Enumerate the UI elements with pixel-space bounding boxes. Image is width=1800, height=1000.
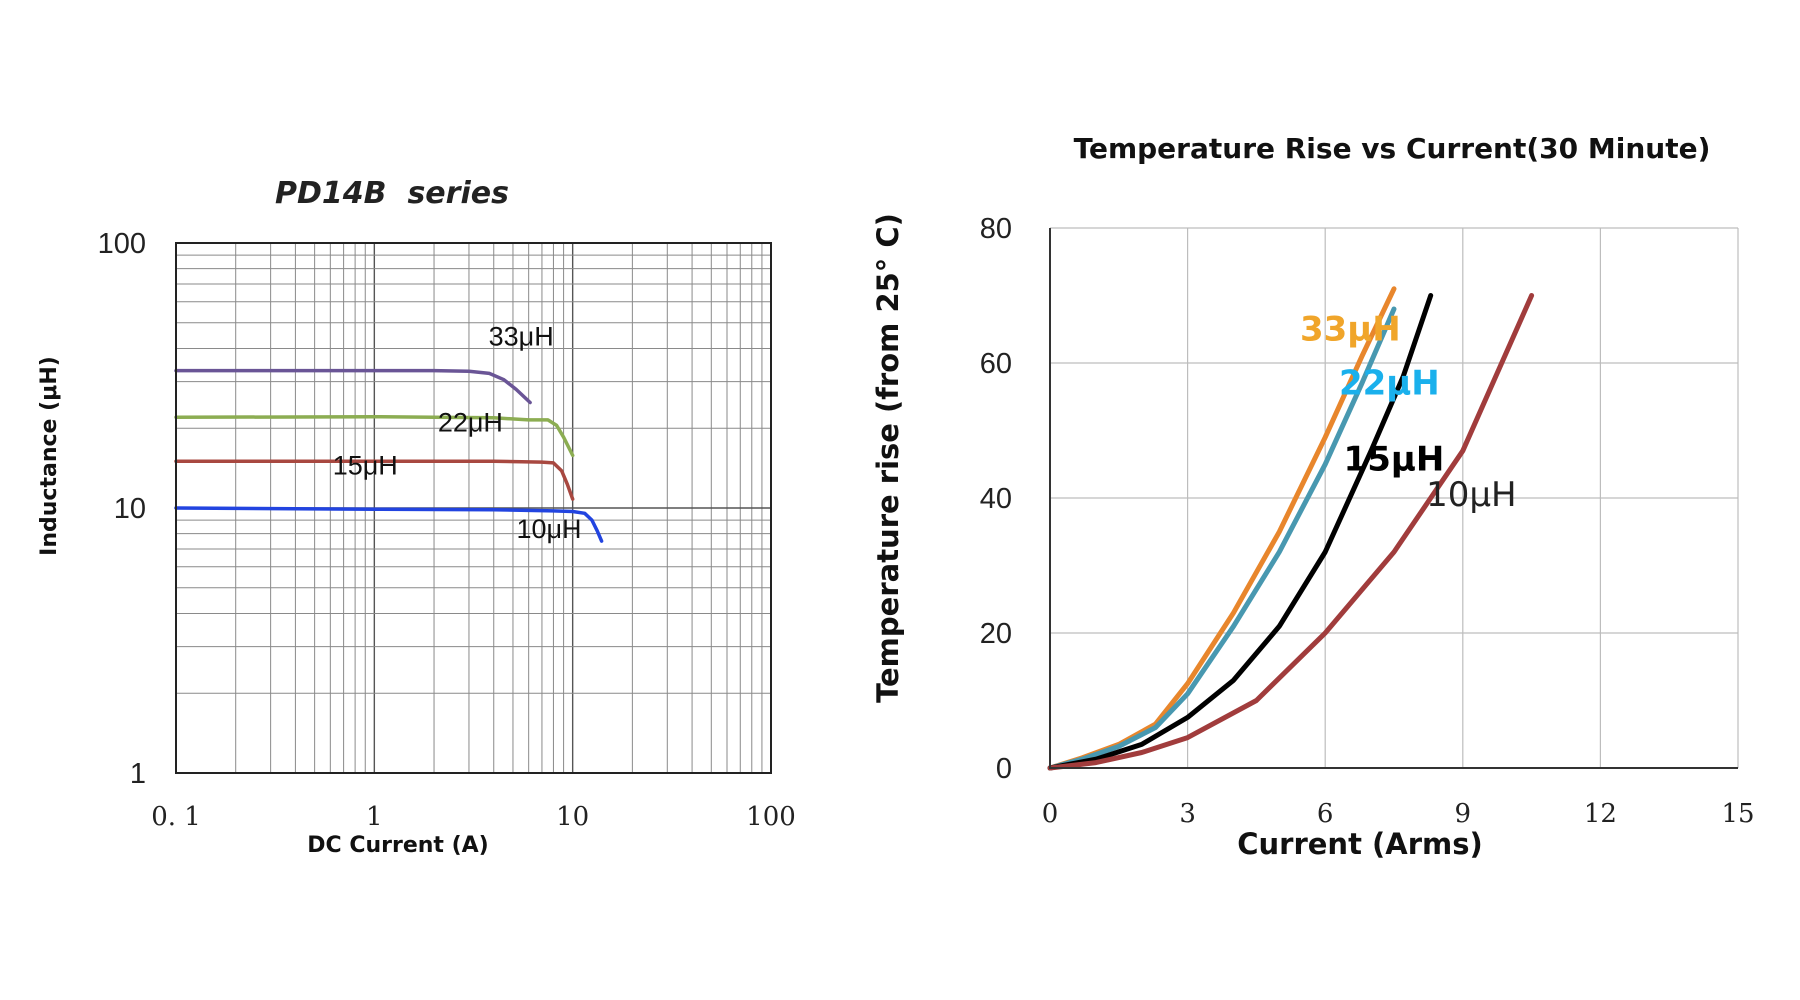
temperature-annotation-33-h: 33μH	[1300, 310, 1401, 350]
temperature-x-ticks: 0 3 6 9 12 15	[1042, 799, 1755, 829]
inductance-annotation-33-h: 33μH	[489, 322, 554, 352]
temperature-annotation-10-h: 10μH	[1426, 475, 1516, 515]
inductance-series-33-h	[174, 368, 532, 405]
temperature-series-10-h	[1047, 293, 1535, 771]
temperature-y-tick-label: 40	[980, 483, 1012, 515]
inductance-plot-frame	[175, 242, 772, 774]
inductance-series-10-h	[174, 506, 604, 543]
inductance-series-15-h	[174, 459, 575, 501]
inductance-y-axis-label: Inductance (μH)	[37, 356, 62, 556]
inductance-y-ticks: 1 10 100	[98, 228, 146, 790]
temperature-x-tick-label: 6	[1317, 799, 1334, 829]
temperature-y-axis-label: Temperature rise (from 25° C)	[871, 213, 905, 703]
temperature-annotation-15-h: 15μH	[1344, 439, 1445, 479]
temperature-axes-lines	[1049, 228, 1738, 769]
inductance-x-tick-label: 10	[556, 802, 589, 832]
inductance-y-tick-label: 10	[114, 493, 146, 525]
temperature-series-22-h	[1047, 306, 1397, 771]
inductance-annotation-22-h: 22μH	[438, 408, 503, 438]
inductance-annotation-15-h: 15μH	[333, 450, 398, 480]
inductance-chart-title: PD14B series	[275, 176, 509, 211]
temperature-series-33-h	[1047, 286, 1397, 771]
inductance-y-tick-label: 1	[130, 758, 146, 790]
temperature-y-tick-label: 80	[980, 213, 1012, 245]
temperature-grid	[1050, 227, 1739, 768]
inductance-x-ticks: 0. 1 1 10 100	[151, 802, 796, 832]
inductance-series-group	[174, 368, 604, 543]
temperature-x-tick-label: 15	[1721, 799, 1754, 829]
temperature-y-tick-label: 20	[980, 618, 1012, 650]
temperature-series-15-h	[1047, 293, 1434, 771]
temperature-chart: Temperature Rise vs Current(30 Minute) 0…	[871, 132, 1755, 861]
temperature-chart-title: Temperature Rise vs Current(30 Minute)	[1074, 132, 1711, 165]
inductance-y-tick-label: 100	[98, 228, 146, 260]
inductance-annotations: 33μH 22μH 15μH 10μH	[333, 322, 582, 544]
inductance-annotation-10-h: 10μH	[516, 514, 581, 544]
temperature-x-tick-label: 9	[1455, 799, 1472, 829]
temperature-annotation-22-h: 22μH	[1339, 364, 1440, 404]
inductance-x-tick-label: 1	[366, 802, 383, 832]
temperature-y-ticks: 0 20 40 60 80	[980, 213, 1012, 785]
inductance-series-22-h	[174, 414, 575, 458]
inductance-grid	[176, 243, 771, 773]
temperature-series-group	[1047, 286, 1535, 771]
inductance-x-tick-label: 100	[746, 802, 796, 832]
inductance-x-axis-label: DC Current (A)	[307, 833, 488, 858]
temperature-y-tick-label: 0	[996, 753, 1012, 785]
temperature-y-tick-label: 60	[980, 348, 1012, 380]
temperature-x-tick-label: 12	[1584, 799, 1617, 829]
inductance-x-tick-label: 0. 1	[151, 802, 201, 832]
temperature-x-tick-label: 3	[1179, 799, 1196, 829]
temperature-x-axis-label: Current (Arms)	[1237, 827, 1483, 861]
temperature-x-tick-label: 0	[1042, 799, 1059, 829]
